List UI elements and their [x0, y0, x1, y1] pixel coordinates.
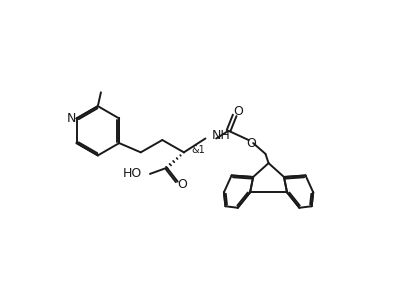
Text: HO: HO [123, 167, 142, 180]
Text: &1: &1 [191, 145, 205, 155]
Text: O: O [247, 137, 257, 150]
Text: O: O [177, 178, 187, 191]
Text: N: N [66, 112, 76, 125]
Text: NH: NH [211, 129, 230, 142]
Text: O: O [233, 105, 244, 118]
